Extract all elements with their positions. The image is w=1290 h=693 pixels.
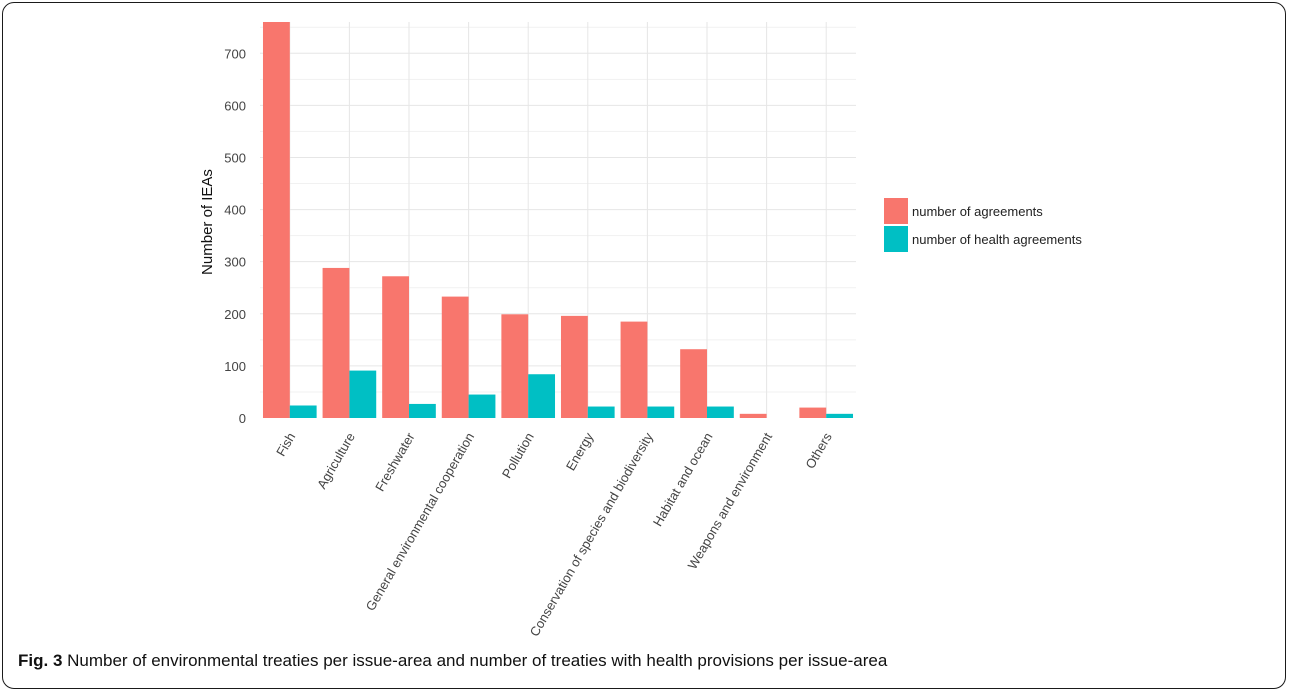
x-tick-label: Agriculture <box>314 430 358 491</box>
bar-agreements <box>799 407 827 418</box>
bar-health-agreements <box>349 370 377 418</box>
x-tick-label: Habitat and ocean <box>650 430 716 529</box>
caption-label: Fig. 3 <box>18 651 63 670</box>
x-tick-label: Energy <box>563 430 597 474</box>
bar-health-agreements <box>826 413 854 418</box>
y-tick-label: 0 <box>239 411 246 426</box>
x-tick-label: General environmental cooperation <box>363 430 478 613</box>
bar-agreements <box>620 321 648 418</box>
bar-agreements <box>739 413 767 418</box>
bar-agreements <box>680 349 707 418</box>
bar-health-agreements <box>587 406 615 418</box>
bar-health-agreements <box>289 405 317 418</box>
y-tick-label: 100 <box>224 359 246 374</box>
bar-agreements <box>382 276 409 418</box>
x-tick-label: Fish <box>273 430 298 459</box>
caption-text: Number of environmental treaties per iss… <box>62 651 888 670</box>
bar-agreements <box>262 22 290 418</box>
bar-health-agreements <box>409 403 436 418</box>
bar-health-agreements <box>647 406 675 418</box>
x-tick-label: Freshwater <box>372 429 418 493</box>
bar-chart: 0 100 200 300 400 500 600 700 Fish Agriculture Fr… <box>199 22 1082 639</box>
y-axis-label: Number of IEAs <box>199 169 216 275</box>
y-tick-label: 700 <box>224 46 246 61</box>
legend-label: number of agreements <box>912 204 1043 219</box>
bar-agreements <box>560 315 588 418</box>
legend-label: number of health agreements <box>912 232 1082 247</box>
y-tick-label: 500 <box>224 150 246 165</box>
bar-health-agreements <box>468 394 496 418</box>
legend: number of agreements number of health agr… <box>884 198 1082 252</box>
y-tick-label: 400 <box>224 203 246 218</box>
x-tick-label: Conservation of species and biodiversity <box>527 430 657 639</box>
y-tick-label: 200 <box>224 307 246 322</box>
figure-caption: Fig. 3 Number of environmental treaties … <box>18 651 887 671</box>
y-tick-label: 600 <box>224 98 246 113</box>
x-tick-label: Pollution <box>499 430 537 481</box>
bar-health-agreements <box>528 374 556 418</box>
bar-agreements <box>441 296 469 418</box>
bar-agreements <box>501 314 529 418</box>
x-tick-label: Others <box>802 430 835 472</box>
y-tick-label: 300 <box>224 255 246 270</box>
bar-agreements <box>322 267 350 418</box>
legend-key <box>884 198 908 224</box>
bar-health-agreements <box>707 406 734 418</box>
legend-key <box>884 226 908 252</box>
